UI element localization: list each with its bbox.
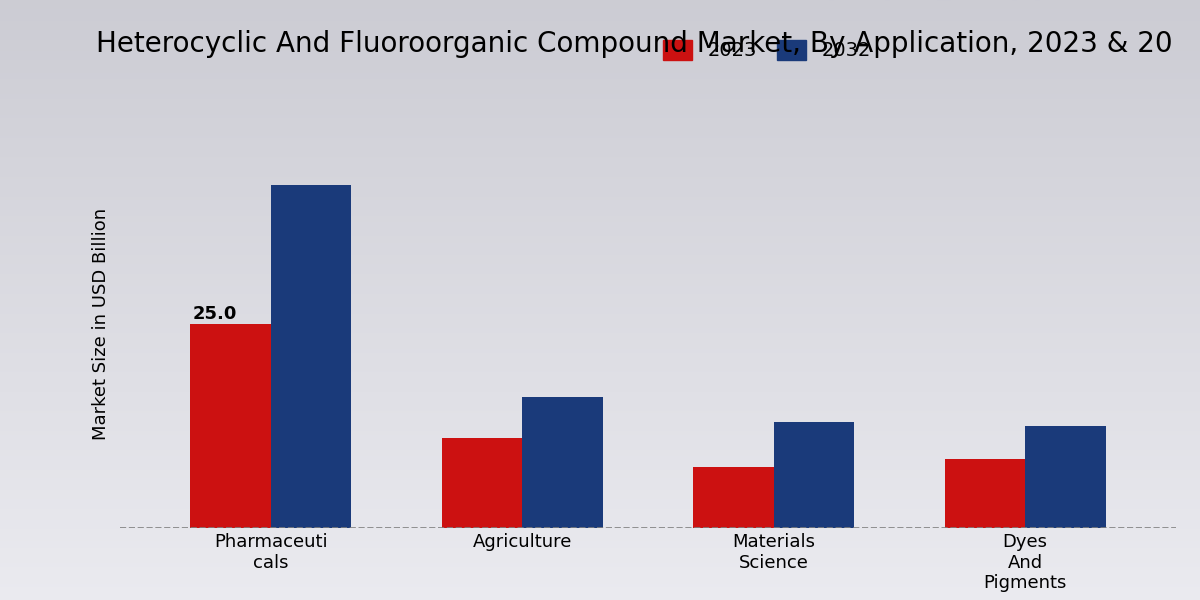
Text: 25.0: 25.0 <box>193 305 238 323</box>
Bar <box>271 185 352 528</box>
Bar <box>944 458 1025 528</box>
Bar <box>522 397 602 528</box>
Y-axis label: Market Size in USD Billion: Market Size in USD Billion <box>91 208 109 440</box>
Bar <box>774 422 854 528</box>
Text: Heterocyclic And Fluoroorganic Compound Market, By Application, 2023 & 20: Heterocyclic And Fluoroorganic Compound … <box>96 30 1172 58</box>
Bar <box>1025 426 1105 528</box>
Bar <box>694 467 774 528</box>
Legend: 2023, 2032: 2023, 2032 <box>662 40 870 61</box>
Bar <box>191 324 271 528</box>
Bar <box>442 438 522 528</box>
